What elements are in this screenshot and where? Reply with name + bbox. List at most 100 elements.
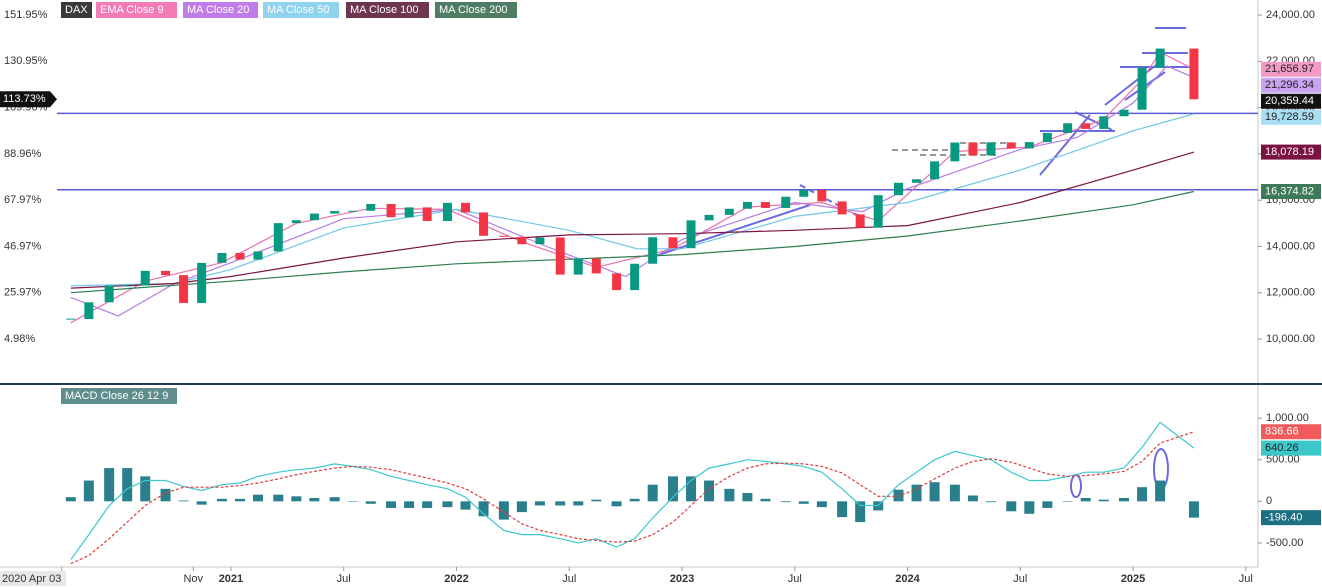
candle [837, 201, 847, 215]
x-tick-label: Jul [788, 573, 802, 585]
candle [517, 236, 527, 245]
price-label-box [1261, 424, 1321, 440]
price-label: 640.26 [1265, 442, 1299, 454]
legend-label: MA Close 50 [267, 4, 329, 16]
price-label-box [1261, 61, 1321, 77]
histogram-bar [178, 500, 189, 502]
y-tick-label: 10,000.00 [1266, 333, 1315, 345]
candle [612, 273, 622, 291]
price-label-box [1261, 510, 1321, 526]
histogram-bar [555, 501, 566, 506]
histogram-bar [160, 488, 171, 502]
histogram-bar [534, 501, 545, 506]
candle [704, 214, 714, 221]
histogram-bar [404, 501, 415, 508]
x-tick-label: 2024 [895, 573, 920, 585]
price-label-box [1261, 184, 1321, 200]
left-tick-label: 25.97% [4, 287, 42, 299]
left-tick-label: 67.97% [4, 194, 42, 206]
signal-line [70, 431, 1195, 565]
candle [1119, 109, 1129, 117]
candle [422, 207, 432, 222]
price-label: 16,374.82 [1265, 185, 1314, 197]
histogram-bar [1006, 501, 1017, 512]
histogram-bar [498, 501, 509, 520]
x-tick-label: 2022 [444, 573, 468, 585]
candle [1155, 48, 1165, 68]
left-tick-label: 130.95% [4, 55, 48, 67]
histogram-bar [309, 497, 320, 502]
candle [499, 235, 509, 237]
x-tick-highlight [0, 571, 66, 586]
legend-label: DAX [65, 4, 88, 16]
histogram-bar [1137, 487, 1148, 502]
histogram-bar [347, 501, 358, 502]
histogram-bar [949, 484, 960, 502]
legend-box [96, 2, 177, 18]
candle [404, 207, 414, 218]
histogram-bar [83, 480, 94, 502]
histogram-bar [1155, 480, 1166, 502]
candle [1099, 116, 1109, 129]
price-label-box [1261, 109, 1321, 125]
candle [273, 223, 283, 252]
candle [817, 189, 827, 202]
x-tick-label: Jul [562, 573, 576, 585]
x-tick-label: 2021 [219, 573, 243, 585]
histogram-bar [1119, 497, 1130, 502]
histogram-bar [893, 489, 904, 502]
candle [104, 285, 114, 303]
price-label: 19,728.59 [1265, 111, 1314, 123]
candle [1137, 67, 1147, 110]
candle [330, 211, 340, 214]
candle [686, 220, 696, 249]
histogram-bar [742, 493, 753, 502]
histogram-bar [760, 498, 771, 502]
histogram-bar [460, 501, 471, 510]
histogram-bar [591, 499, 602, 502]
histogram-bar [611, 501, 622, 507]
histogram-bar [196, 501, 207, 505]
histogram-bar [422, 501, 433, 508]
candle [366, 203, 376, 211]
histogram-bar [1024, 501, 1035, 514]
price-label-box [1261, 77, 1321, 93]
histogram-bar [234, 498, 245, 502]
histogram-bar [780, 501, 791, 503]
histogram-bar [253, 494, 264, 502]
candle [986, 142, 996, 156]
candle [912, 179, 922, 183]
moving-average-line [70, 65, 1195, 317]
histogram-bar [216, 498, 227, 502]
histogram-bar [122, 468, 133, 502]
candle [291, 220, 301, 224]
histogram-bar [442, 501, 453, 508]
price-label: 836.66 [1265, 426, 1299, 438]
candle [217, 252, 227, 263]
histogram-bar [798, 501, 809, 504]
candle [197, 262, 207, 304]
candle [555, 237, 565, 275]
candle [668, 237, 678, 249]
legend-label: MA Close 100 [350, 4, 418, 16]
candle [84, 302, 94, 320]
histogram-bar [855, 501, 866, 523]
y-tick-label: 12,000.00 [1266, 287, 1315, 299]
x-tick-label: 2025 [1121, 573, 1145, 585]
histogram-bar [667, 476, 678, 502]
y-tick-label: 0 [1266, 495, 1272, 507]
histogram-bar [686, 476, 697, 502]
candle [161, 270, 171, 276]
candle [1042, 132, 1052, 143]
candle [930, 161, 940, 180]
histogram-bar [65, 497, 76, 502]
price-label: 21,296.34 [1265, 79, 1314, 91]
candle [873, 195, 883, 228]
price-label: -196.40 [1265, 512, 1302, 524]
y-tick-label: 500.00 [1266, 454, 1300, 466]
candle [760, 201, 770, 208]
histogram-bar [837, 501, 848, 518]
histogram-bar [273, 494, 284, 502]
